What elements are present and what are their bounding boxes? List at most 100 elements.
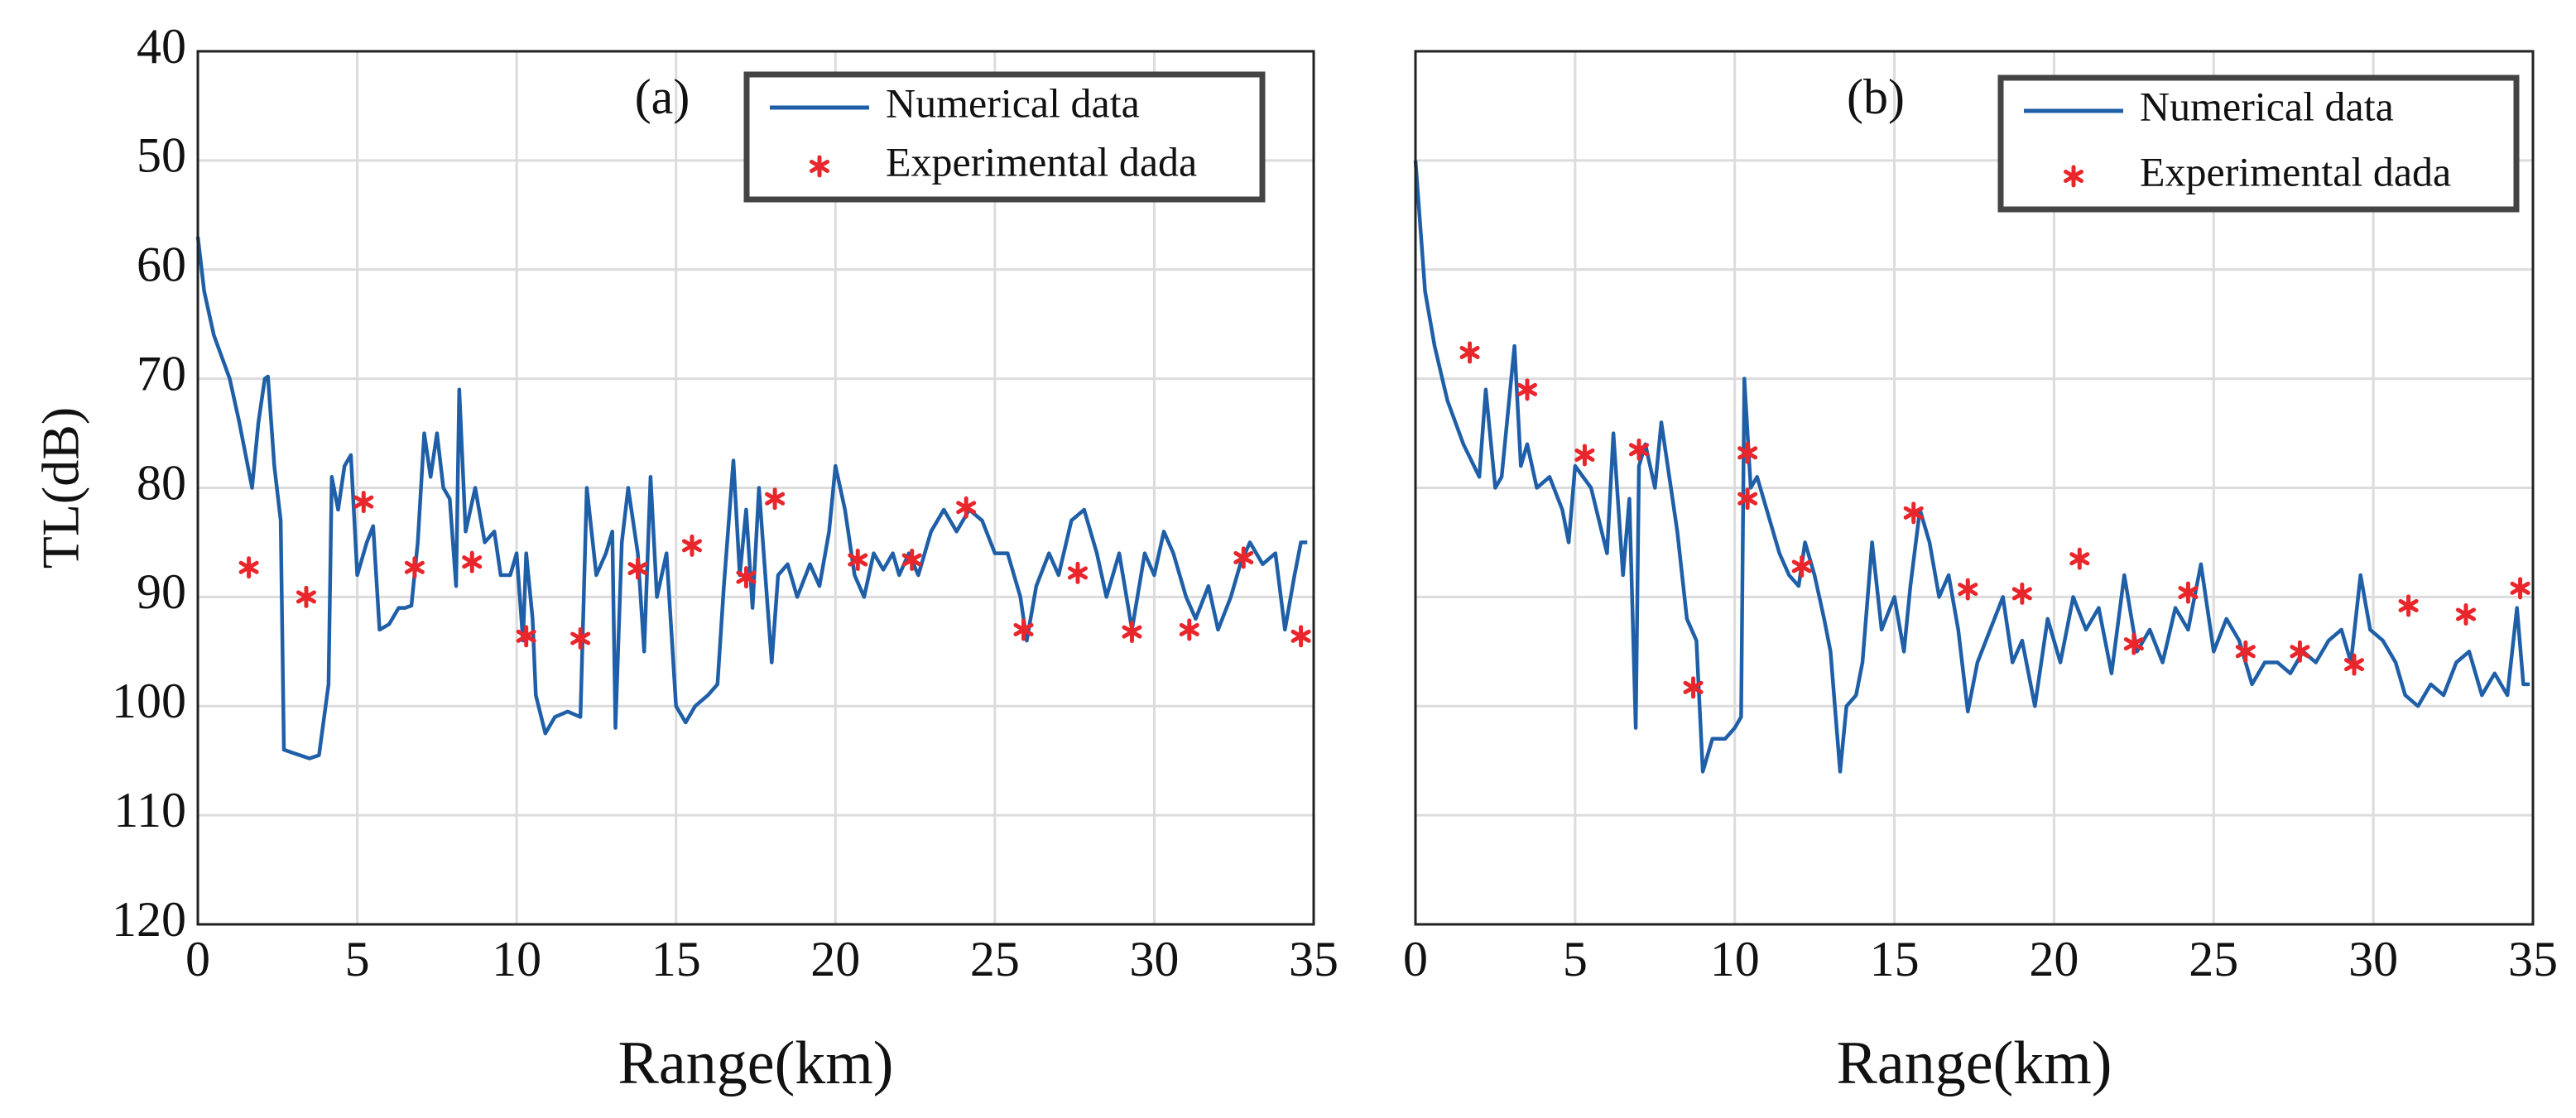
x-tick-label: 25	[2189, 932, 2238, 986]
asterisk-stroke	[627, 562, 648, 576]
experimental-point	[516, 625, 536, 648]
numerical-line	[1413, 160, 2530, 774]
y-tick-label: 80	[137, 455, 186, 510]
asterisk-stroke	[296, 590, 316, 604]
x-tick-label: 20	[2029, 932, 2079, 986]
experimental-point	[2069, 547, 2090, 570]
x-tick-label: 35	[2508, 932, 2558, 986]
experimental-point	[2178, 581, 2199, 604]
y-tick-label: 40	[137, 19, 186, 74]
experimental-point	[2011, 582, 2032, 605]
x-axis-label: Range(km)	[618, 1029, 894, 1097]
asterisk-stroke	[404, 560, 425, 574]
experimental-point	[1516, 378, 1538, 401]
x-tick-label: 0	[185, 932, 210, 986]
y-tick-label: 110	[113, 783, 186, 837]
legend-label: Numerical data	[2140, 83, 2394, 129]
experimental-point	[2398, 594, 2419, 617]
x-tick-label: 15	[1870, 932, 1920, 986]
x-axis-label: Range(km)	[1837, 1029, 2112, 1097]
asterisk-stroke	[2343, 658, 2365, 672]
x-tick-label: 35	[1289, 932, 1338, 986]
asterisk-stroke	[765, 492, 786, 506]
experimental-point	[1290, 625, 1311, 648]
x-tick-label: 25	[970, 932, 1020, 986]
asterisk-stroke	[2123, 637, 2144, 651]
experimental-point	[296, 585, 316, 608]
experimental-point	[736, 566, 757, 589]
experimental-point	[1122, 621, 1142, 644]
legend-marker	[809, 155, 830, 178]
x-tick-label: 5	[345, 932, 370, 986]
asterisk-stroke	[1574, 448, 1595, 462]
legend-box	[743, 71, 1266, 203]
asterisk-stroke	[1233, 550, 1254, 564]
asterisk-stroke	[1737, 446, 1758, 460]
asterisk-stroke	[1791, 559, 1812, 573]
experimental-point	[2235, 640, 2256, 663]
asterisk-stroke	[736, 570, 757, 584]
experimental-point	[2290, 640, 2310, 663]
x-tick-label: 30	[2348, 932, 2398, 986]
panel-label: (a)	[635, 70, 690, 124]
axes-box	[1414, 50, 2535, 926]
asterisk-stroke	[2069, 552, 2090, 566]
experimental-point	[765, 487, 786, 511]
x-tick-label: 5	[1563, 932, 1588, 986]
x-tick-label: 20	[810, 932, 860, 986]
experimental-point	[1737, 487, 1758, 511]
experimental-point	[1013, 618, 1034, 641]
experimental-point	[1067, 561, 1089, 584]
y-tick-label: 100	[112, 674, 186, 728]
legend-marker	[2063, 165, 2084, 188]
experimental-point	[404, 556, 425, 579]
asterisk-stroke	[2290, 645, 2310, 659]
experimental-point	[2123, 632, 2144, 655]
asterisk-stroke	[353, 495, 374, 509]
asterisk-stroke	[2510, 581, 2530, 595]
asterisk-stroke	[848, 553, 868, 567]
x-tick-label: 10	[492, 932, 541, 986]
asterisk-stroke	[2011, 587, 2032, 601]
experimental-point	[627, 557, 648, 580]
asterisk-stroke	[238, 560, 259, 574]
y-tick-label: 120	[112, 892, 186, 947]
experimental-point	[238, 556, 259, 579]
asterisk-stroke	[1958, 583, 1978, 597]
asterisk-stroke	[516, 629, 536, 643]
y-tick-label: 50	[137, 128, 186, 183]
experimental-point	[1459, 341, 1480, 364]
asterisk-stroke	[2063, 170, 2084, 183]
asterisk-stroke	[1179, 622, 1199, 636]
experimental-point	[1737, 441, 1758, 464]
x-tick-label: 15	[651, 932, 701, 986]
legend-label: Experimental dada	[886, 138, 1197, 185]
asterisk-stroke	[1013, 622, 1034, 636]
asterisk-stroke	[809, 160, 830, 173]
experimental-point	[1179, 618, 1199, 641]
asterisk-stroke	[2455, 607, 2477, 621]
asterisk-stroke	[901, 553, 922, 567]
numerical-line	[195, 236, 1308, 761]
asterisk-stroke	[1122, 625, 1142, 639]
experimental-point	[1683, 676, 1704, 699]
asterisk-stroke	[956, 501, 977, 515]
experimental-point	[570, 626, 591, 650]
panel-label: (b)	[1847, 70, 1905, 124]
y-tick-label: 70	[137, 346, 186, 401]
asterisk-stroke	[681, 539, 702, 553]
experimental-point	[1628, 438, 1650, 461]
experimental-point	[901, 549, 922, 572]
experimental-point	[2510, 577, 2530, 600]
asterisk-stroke	[2235, 645, 2256, 659]
asterisk-stroke	[1683, 680, 1704, 694]
experimental-point	[956, 496, 977, 519]
legend-label: Experimental dada	[2140, 148, 2451, 194]
legend-label: Numerical data	[886, 79, 1140, 126]
experimental-point	[1233, 546, 1254, 569]
experimental-point	[2343, 653, 2365, 676]
experimental-point	[1958, 578, 1978, 601]
experimental-point	[848, 549, 868, 572]
